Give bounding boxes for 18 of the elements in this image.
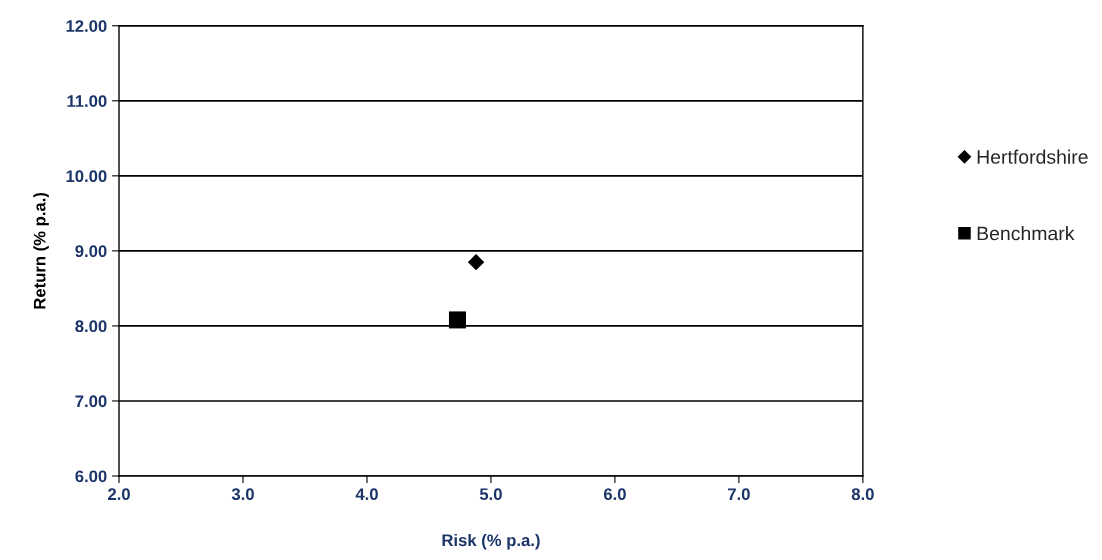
y-tick-label: 12.00 — [66, 20, 107, 32]
x-tick-label: 7.0 — [728, 488, 750, 501]
y-tick-label: 6.00 — [75, 470, 107, 483]
x-tick-label: 3.0 — [231, 488, 254, 501]
y-tick-label: 9.00 — [75, 245, 107, 258]
y-tick-label: 8.00 — [75, 320, 107, 333]
y-tick-label: 10.00 — [66, 170, 107, 183]
x-tick-label: 5.0 — [479, 488, 502, 501]
x-tick-label: 6.0 — [603, 488, 626, 501]
y-tick-label: 7.00 — [75, 395, 107, 408]
y-tick-label: 11.00 — [67, 95, 107, 107]
x-tick-label: 4.0 — [355, 488, 378, 501]
legend-label: Benchmark — [977, 226, 1075, 241]
legend-label: Hertfordshire — [977, 149, 1088, 164]
x-tick-label: 2.0 — [108, 488, 130, 501]
y-axis-title: Return (% p.a.) — [33, 192, 49, 309]
x-tick-label: 8.0 — [851, 488, 874, 501]
x-axis-title: Risk (% p.a.) — [442, 533, 540, 550]
